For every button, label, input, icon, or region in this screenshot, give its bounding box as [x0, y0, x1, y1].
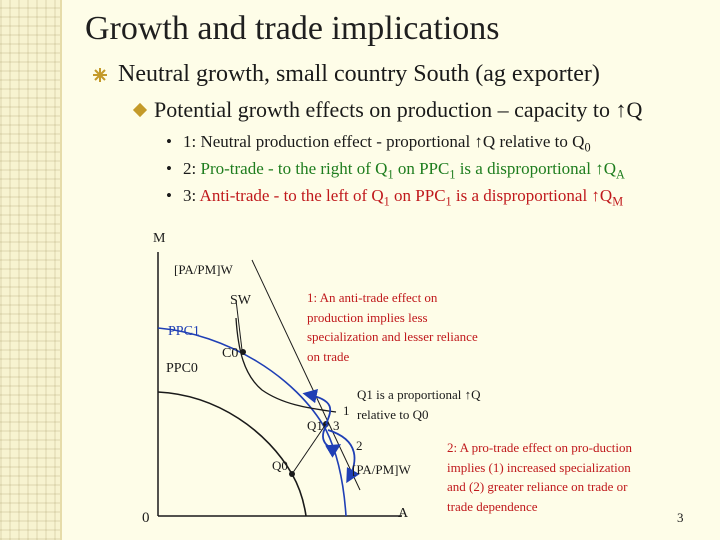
point-3-num: 3:	[183, 186, 197, 205]
bullet-dot: •	[166, 159, 172, 178]
point-2-sub-b: 1	[449, 167, 456, 182]
point-2-sub-c: A	[615, 167, 625, 182]
q0-point	[289, 471, 295, 477]
m-axis-label: M	[153, 231, 166, 246]
page-number: 3	[677, 510, 684, 525]
price-line-top-label: [PA/PM]W	[174, 262, 233, 277]
tangency-line	[235, 299, 243, 351]
a-axis-label: A	[398, 506, 409, 521]
point-1-text: 1: Neutral production effect - proportio…	[183, 132, 591, 155]
c0-point	[240, 349, 246, 355]
ppc0-curve	[157, 391, 307, 517]
point-2-text-b: on PPC	[393, 159, 450, 178]
arrow-label-1: 1	[343, 403, 350, 418]
decorative-border	[0, 0, 62, 540]
c0-label: C0	[222, 346, 239, 361]
q0-label: Q0	[272, 458, 288, 473]
point-3-sub-a: 1	[383, 194, 390, 209]
point-3-text-b: on PPC	[389, 186, 446, 205]
arrow-pro-trade	[327, 429, 360, 484]
note-proportional: Q1 is a proportional ↑Q relative to Q0	[357, 387, 481, 422]
arrow-proportional	[322, 423, 342, 458]
indifference-curve-sw	[235, 317, 337, 413]
point-3-sub-c: M	[612, 194, 624, 209]
point-1-num: 1:	[183, 132, 197, 151]
q1-label: Q1	[307, 418, 323, 433]
point-3-text: 3: Anti-trade - to the left of Q1 on PPC…	[183, 186, 623, 209]
note-anti-trade: 1: An anti-trade effect on production im…	[307, 290, 478, 364]
point-2-sub-a: 1	[387, 167, 394, 182]
asterisk-bullet-icon	[93, 68, 107, 82]
point-1-text-a: Neutral production effect - proportional…	[196, 132, 585, 151]
point-1-sub-a: 0	[584, 140, 591, 155]
arrow-anti-trade	[302, 389, 332, 425]
ppc0-label: PPC0	[166, 361, 198, 376]
point-3-text-c: is a disproportional ↑Q	[451, 186, 613, 205]
ray-from-origin	[291, 423, 327, 475]
arrow-label-2: 2	[356, 438, 363, 453]
world-price-line	[251, 259, 361, 491]
price-line-bottom-label: [PA/PM]W	[352, 462, 411, 477]
origin-label: 0	[142, 510, 150, 526]
bullet-dot: •	[166, 186, 172, 205]
bullet-level2-text: Potential growth effects on production –…	[154, 97, 643, 122]
note-pro-trade: 2: A pro-trade effect on pro-duction imp…	[447, 440, 632, 514]
point-3-sub-b: 1	[445, 194, 452, 209]
point-2-text-a: Pro-trade - to the right of Q	[196, 159, 388, 178]
ppc1-curve	[157, 327, 347, 517]
bullet-dot: •	[166, 132, 172, 151]
ppc1-label: PPC1	[168, 324, 200, 339]
point-2-text-c: is a disproportional ↑Q	[455, 159, 616, 178]
slide-title: Growth and trade implications	[85, 10, 500, 47]
point-3-text-a: Anti-trade - to the left of Q	[196, 186, 384, 205]
point-2-text: 2: Pro-trade - to the right of Q1 on PPC…	[183, 159, 625, 182]
sw-label: SW	[230, 293, 251, 308]
point-2-num: 2:	[183, 159, 197, 178]
arrow-label-3: 3	[333, 418, 340, 433]
bullet-level1-text: Neutral growth, small country South (ag …	[118, 61, 600, 87]
